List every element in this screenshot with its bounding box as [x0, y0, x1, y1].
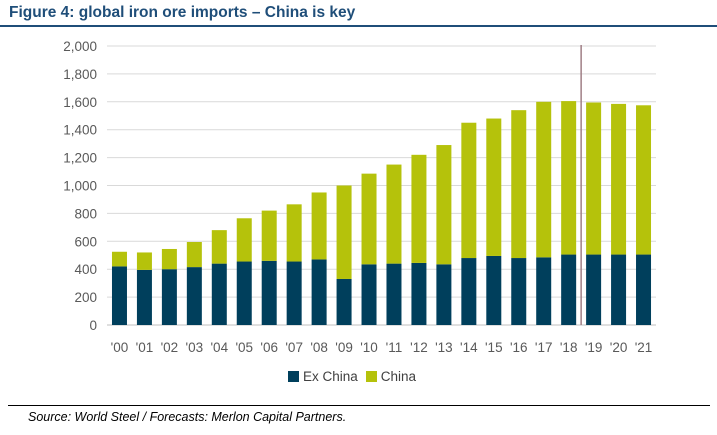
bar-china [486, 118, 502, 256]
bar-ex-china [586, 254, 602, 325]
x-tick-label: '02 [161, 340, 179, 355]
x-tick-label: '14 [460, 340, 478, 355]
bar-china [411, 154, 427, 263]
stacked-bar-chart: 0 200 400 600 800 1,000 1,200 1,400 1,600 1,800 2,… [63, 39, 656, 355]
x-tick-label: '05 [235, 340, 253, 355]
bar-china [236, 218, 252, 262]
bar-ex-china [261, 260, 277, 325]
x-tick-label: '13 [435, 340, 453, 355]
bar-china [436, 145, 452, 265]
y-tick-label: 1,800 [63, 67, 97, 82]
x-tick-label: '10 [360, 340, 378, 355]
x-tick-label: '06 [260, 340, 278, 355]
x-tick-label: '12 [410, 340, 428, 355]
bar-china [136, 252, 152, 270]
x-tick-label: '03 [186, 340, 204, 355]
legend-item-china: China [365, 369, 417, 384]
x-tick-label: '18 [560, 340, 578, 355]
x-tick-label: '11 [386, 340, 403, 355]
bar-china [361, 173, 377, 265]
bar-ex-china [161, 269, 177, 325]
x-tick-label: '00 [111, 340, 129, 355]
bar-china [561, 101, 577, 255]
bar-ex-china [211, 263, 227, 325]
y-tick-label: 1,600 [63, 95, 97, 110]
x-tick-label: '01 [136, 340, 154, 355]
bar-ex-china [186, 267, 202, 325]
x-tick-label: '17 [535, 340, 553, 355]
y-tick-label: 1,400 [63, 123, 97, 138]
bar-ex-china [536, 257, 552, 325]
x-tick-labels: '00 '01 '02 '03 '04 '05 '06 '07 '08 '09 '10 '11 '12 '… [111, 340, 653, 355]
bar-china [336, 185, 352, 279]
y-tick-labels: 0 200 400 600 800 1,000 1,200 1,400 1,600 1,800 2,… [63, 39, 97, 333]
bar-ex-china [511, 258, 527, 325]
bar-ex-china [236, 261, 252, 325]
x-tick-label: '08 [310, 340, 328, 355]
y-tick-label: 600 [74, 234, 97, 249]
bar-ex-china [136, 269, 152, 325]
y-tick-label: 0 [89, 318, 97, 333]
bar-china [261, 210, 277, 261]
y-tick-label: 200 [74, 290, 97, 305]
y-tick-label: 1,200 [63, 151, 97, 166]
y-tick-label: 2,000 [63, 39, 97, 54]
figure-title: Figure 4: global iron ore imports – Chin… [9, 4, 356, 21]
bar-ex-china [386, 263, 402, 325]
bar-china [386, 164, 402, 264]
bar-ex-china [561, 254, 577, 325]
chart-legend: Ex China China [288, 369, 424, 384]
legend-label-ex-china: Ex China [303, 369, 358, 384]
bar-ex-china [286, 261, 302, 325]
bar-ex-china [111, 266, 127, 325]
bar-china [586, 102, 602, 255]
bar-china [611, 103, 627, 255]
x-tick-label: '04 [210, 340, 228, 355]
source-rule [8, 405, 710, 406]
bar-ex-china [361, 264, 377, 325]
bar-ex-china [611, 254, 627, 325]
y-tick-label: 1,000 [63, 179, 97, 194]
x-tick-label: '19 [585, 340, 603, 355]
bar-ex-china [636, 254, 652, 325]
legend-item-ex-china: Ex China [288, 369, 358, 384]
bar-ex-china [486, 255, 502, 325]
bar-ex-china [411, 262, 427, 325]
legend-swatch-ex-china [288, 371, 299, 382]
bar-china [536, 101, 552, 258]
y-tick-label: 800 [74, 206, 97, 221]
x-tick-label: '20 [610, 340, 628, 355]
bar-china [511, 110, 527, 259]
legend-label-china: China [380, 369, 417, 384]
bar-ex-china [436, 264, 452, 325]
title-rule [0, 25, 717, 27]
bar-ex-china [461, 258, 477, 325]
bar-china [111, 251, 127, 267]
bar-china [286, 204, 302, 262]
bar-ex-china [336, 278, 352, 325]
bars [111, 101, 652, 325]
y-tick-label: 400 [74, 262, 97, 277]
bar-china [461, 122, 477, 259]
x-tick-label: '16 [510, 340, 528, 355]
bar-china [211, 230, 227, 264]
bar-china [186, 241, 202, 268]
x-tick-label: '15 [485, 340, 503, 355]
x-tick-label: '21 [635, 340, 653, 355]
x-tick-label: '09 [335, 340, 353, 355]
source-note: Source: World Steel / Forecasts: Merlon … [28, 410, 347, 424]
x-tick-label: '07 [285, 340, 303, 355]
legend-swatch-china [365, 371, 377, 382]
bar-china [311, 192, 327, 260]
bar-china [636, 105, 652, 255]
bar-ex-china [311, 259, 327, 325]
bar-china [161, 248, 177, 270]
